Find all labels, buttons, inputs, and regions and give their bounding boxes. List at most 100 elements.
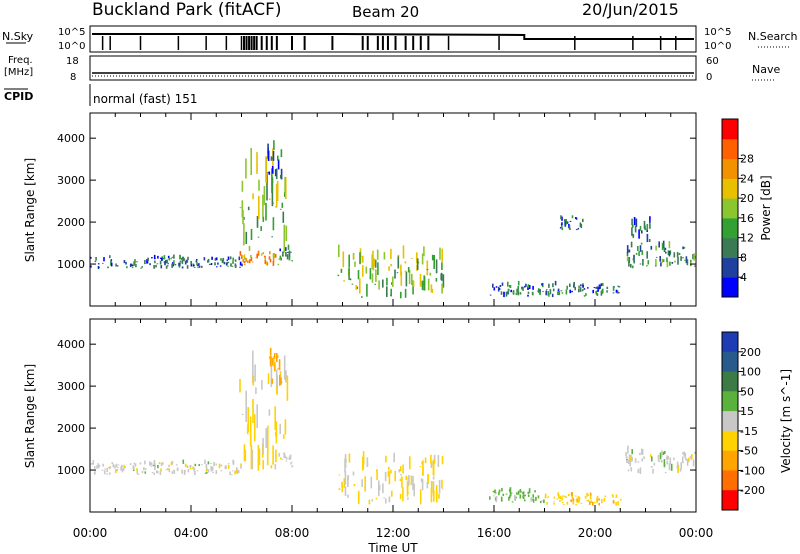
data-cell <box>262 438 264 455</box>
colorbar-tick-label: -50 <box>740 445 758 458</box>
data-cell <box>559 496 562 500</box>
data-cell <box>388 266 390 271</box>
data-cell <box>639 467 642 474</box>
data-cell <box>134 463 137 467</box>
data-cell <box>349 278 352 281</box>
data-cell <box>198 464 200 466</box>
data-cell <box>338 488 341 491</box>
data-cell <box>173 260 175 265</box>
data-cell <box>374 283 376 285</box>
data-cell <box>537 290 540 292</box>
data-cell <box>493 287 496 291</box>
data-cell <box>255 257 257 259</box>
data-cell <box>227 265 229 267</box>
data-cell <box>646 223 649 231</box>
data-cell <box>557 288 560 290</box>
data-cell <box>544 497 547 499</box>
data-cell <box>519 292 522 295</box>
data-cell <box>439 247 441 260</box>
data-cell <box>227 261 230 264</box>
data-cell <box>249 416 252 447</box>
data-cell <box>641 250 644 255</box>
data-cell <box>279 423 281 434</box>
data-cell <box>578 496 580 500</box>
velocity-colorbar-frame <box>721 331 739 511</box>
data-cell <box>181 259 184 264</box>
data-cell <box>575 217 577 219</box>
data-cell <box>632 265 634 269</box>
data-cell <box>238 256 241 261</box>
data-cell <box>671 262 674 264</box>
data-cell <box>400 271 403 286</box>
data-cell <box>600 290 603 296</box>
velocity-y-ticks: 1000 2000 3000 4000 <box>57 338 696 477</box>
data-cell <box>173 470 176 474</box>
data-cell <box>107 467 110 469</box>
data-cell <box>277 155 279 161</box>
colorbar-swatch <box>722 237 738 258</box>
data-cell <box>689 261 692 264</box>
data-cell <box>643 220 646 229</box>
colorbar-tick-label: 15 <box>740 405 754 418</box>
data-cell <box>639 245 642 252</box>
data-cell <box>287 244 290 250</box>
data-cell <box>639 226 642 231</box>
data-cell <box>271 358 274 366</box>
data-cell <box>288 456 291 460</box>
data-cell <box>407 492 409 494</box>
freq-tick-top: 18 <box>66 56 79 67</box>
data-cell <box>569 289 571 294</box>
data-cell <box>211 256 213 260</box>
data-cell <box>651 456 653 462</box>
y-tick-label: 3000 <box>57 174 85 187</box>
data-cell <box>352 255 355 258</box>
data-cell <box>136 261 138 263</box>
data-cell <box>686 259 689 266</box>
data-cell <box>616 290 619 294</box>
data-cell <box>205 469 208 472</box>
data-cell <box>412 280 414 295</box>
data-cell <box>282 251 284 257</box>
data-cell <box>166 265 169 267</box>
colorbar-swatch <box>722 351 738 373</box>
y-tick-label: 1000 <box>57 258 85 271</box>
data-cell <box>519 494 522 499</box>
data-cell <box>640 242 643 245</box>
data-cell <box>669 457 672 465</box>
data-cell <box>404 288 407 298</box>
data-cell <box>275 369 278 393</box>
data-cell <box>649 216 651 223</box>
data-cell <box>660 262 662 267</box>
data-cell <box>400 466 402 472</box>
data-cell <box>290 462 292 465</box>
data-cell <box>265 261 268 264</box>
data-cell <box>641 449 644 455</box>
data-cell <box>258 179 260 191</box>
data-cell <box>419 489 422 505</box>
data-cell <box>165 469 168 471</box>
data-cell <box>106 468 108 472</box>
data-cell <box>575 503 577 506</box>
data-cell <box>290 251 292 253</box>
data-cell <box>669 261 671 266</box>
data-cell <box>583 288 586 290</box>
data-cell <box>280 381 283 383</box>
data-cell <box>681 456 684 463</box>
colorbar-tick-label: 24 <box>740 172 754 185</box>
colorbar-swatch <box>722 371 738 392</box>
data-cell <box>257 444 260 471</box>
data-cell <box>545 290 547 296</box>
data-cell <box>359 278 361 294</box>
data-cell <box>270 465 273 469</box>
data-cell <box>196 259 198 261</box>
data-cell <box>125 261 127 265</box>
data-cell <box>581 289 584 292</box>
data-cell <box>286 375 289 401</box>
data-cell <box>500 291 503 295</box>
data-cell <box>171 263 173 268</box>
data-cell <box>94 466 96 469</box>
data-cell <box>183 470 186 475</box>
data-cell <box>182 256 185 260</box>
data-cell <box>592 289 594 294</box>
data-cell <box>214 257 217 261</box>
